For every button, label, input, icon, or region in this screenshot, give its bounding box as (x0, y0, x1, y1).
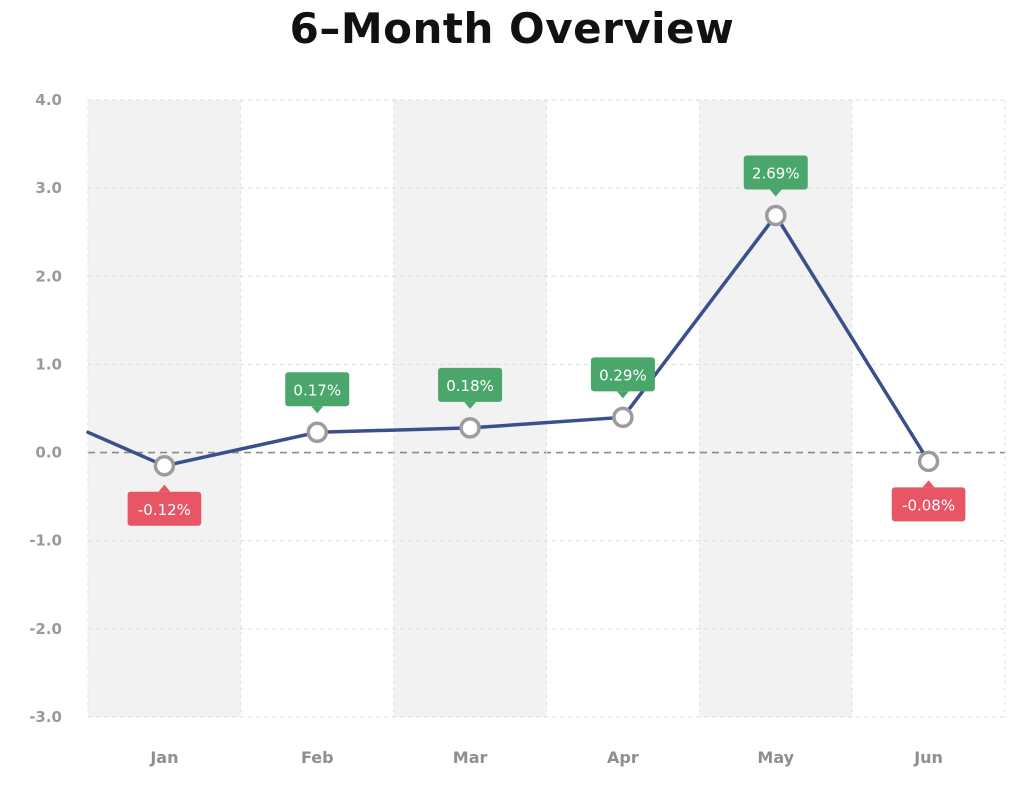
data-label-pointer (922, 480, 935, 488)
data-label-box (285, 372, 350, 407)
x-tick-label-may: May (757, 748, 794, 767)
x-tick-label-jan: Jan (149, 748, 178, 767)
data-label-text: 2.69% (752, 164, 800, 182)
data-label-apr: 0.29% (590, 357, 655, 399)
data-label-group: -0.12% 0.17% 0.18% 0.29% 2.69% -0.08% (127, 155, 966, 526)
data-label-text: 0.18% (446, 377, 494, 395)
grid-lines (87, 99, 1006, 718)
data-point-may (765, 204, 787, 227)
data-label-pointer (616, 391, 629, 399)
y-tick-label: 2.0 (35, 267, 62, 285)
data-label-text: 0.17% (293, 381, 341, 399)
data-label-text: -0.08% (902, 496, 955, 514)
y-tick-label: 0.0 (35, 444, 62, 462)
data-point-mar (459, 417, 481, 439)
y-tick-label: 1.0 (35, 355, 62, 373)
data-point-jan (153, 455, 176, 477)
data-label-box (127, 491, 202, 526)
data-label-jan: -0.12% (127, 484, 202, 526)
y-tick-label: -2.0 (29, 620, 62, 638)
y-axis-ticks: 4.0 3.0 2.0 1.0 0.0 -1.0 -2.0 -3.0 (29, 91, 62, 726)
data-label-may: 2.69% (743, 155, 808, 197)
data-label-text: -0.12% (138, 501, 191, 519)
data-label-pointer (158, 484, 171, 492)
y-tick-label: 4.0 (35, 91, 62, 109)
data-point-apr (612, 406, 634, 429)
x-axis-ticks: Jan Feb Mar Apr May Jun (149, 748, 943, 767)
x-tick-label-jun: Jun (913, 748, 943, 767)
y-tick-label: -1.0 (29, 532, 62, 550)
data-label-text: 0.29% (599, 366, 647, 384)
column-bands (88, 100, 853, 717)
data-label-box (438, 367, 503, 402)
data-label-box (590, 357, 655, 392)
data-label-jun: -0.08% (891, 480, 966, 522)
column-band-jan (88, 100, 241, 717)
chart-title: 6–Month Overview (289, 4, 735, 53)
y-tick-label: 3.0 (35, 179, 62, 197)
x-tick-label-feb: Feb (301, 748, 334, 767)
x-tick-label-apr: Apr (607, 748, 639, 767)
data-label-pointer (769, 189, 782, 197)
data-label-pointer (464, 401, 477, 409)
y-tick-label: -3.0 (29, 708, 62, 726)
data-point-jun (917, 450, 940, 473)
data-point-feb (306, 421, 328, 444)
marker-group (153, 204, 940, 477)
data-label-pointer (311, 406, 324, 414)
data-label-box (743, 155, 808, 190)
data-label-feb: 0.17% (285, 372, 350, 414)
column-band-may (699, 100, 853, 717)
data-label-box (891, 487, 966, 522)
x-tick-label-mar: Mar (453, 748, 488, 767)
data-label-mar: 0.18% (438, 367, 503, 409)
